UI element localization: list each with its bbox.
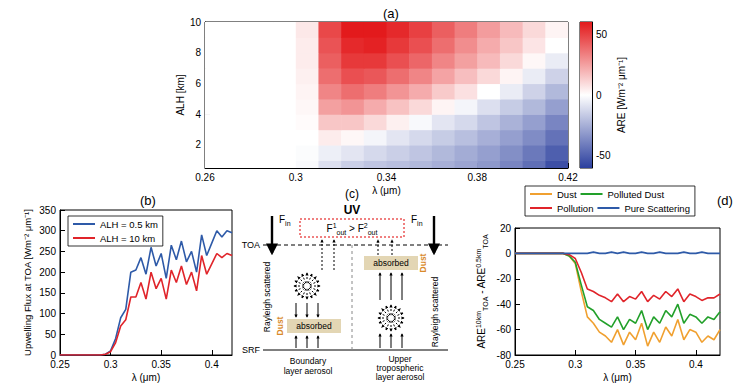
svg-text:100: 100: [39, 308, 56, 319]
svg-text:0: 0: [596, 90, 602, 101]
svg-text:λ (μm): λ (μm): [603, 372, 632, 383]
svg-text:0.38: 0.38: [468, 172, 488, 183]
svg-text:TOA: TOA: [242, 240, 260, 250]
svg-text:Rayleigh scattered: Rayleigh scattered: [262, 262, 272, 333]
svg-text:ARE10kmTOA - ARE0.5kmTOA: ARE10kmTOA - ARE0.5kmTOA: [475, 234, 489, 349]
svg-text:(c): (c): [345, 187, 359, 201]
svg-text:0.35: 0.35: [151, 359, 171, 370]
svg-text:layer aerosol: layer aerosol: [284, 366, 333, 376]
svg-text:0.35: 0.35: [626, 359, 646, 370]
svg-text:-60: -60: [497, 324, 512, 335]
svg-text:-80: -80: [496, 349, 511, 361]
svg-text:ALH [km]: ALH [km]: [175, 74, 186, 115]
svg-text:Dust: Dust: [275, 316, 285, 335]
svg-text:Dust: Dust: [418, 253, 428, 272]
svg-text:0.25: 0.25: [505, 359, 525, 370]
svg-text:layer aerosol: layer aerosol: [376, 372, 425, 382]
svg-text:Rayleigh scattered: Rayleigh scattered: [430, 277, 440, 348]
svg-text:200: 200: [39, 267, 56, 278]
svg-text:0.3: 0.3: [104, 359, 118, 370]
svg-text:ARE [Wm⁻² μm⁻¹]: ARE [Wm⁻² μm⁻¹]: [616, 57, 627, 133]
svg-text:Fin: Fin: [411, 214, 423, 227]
svg-text:SRF: SRF: [242, 345, 261, 355]
svg-text:-40: -40: [497, 299, 512, 310]
svg-text:0.26: 0.26: [195, 172, 215, 183]
svg-text:0.4: 0.4: [205, 359, 219, 370]
svg-text:λ (μm): λ (μm): [132, 372, 161, 383]
svg-text:-50: -50: [596, 150, 611, 161]
svg-text:6: 6: [195, 78, 201, 89]
svg-text:Upper: Upper: [388, 354, 411, 364]
svg-text:Dust: Dust: [557, 189, 577, 200]
svg-text:20: 20: [500, 223, 512, 234]
svg-text:Pollution: Pollution: [557, 203, 593, 214]
svg-text:absorbed: absorbed: [296, 321, 332, 331]
svg-text:300: 300: [39, 225, 56, 236]
svg-text:10: 10: [190, 17, 202, 28]
svg-text:absorbed: absorbed: [373, 258, 409, 268]
svg-text:ALH = 0.5 km: ALH = 0.5 km: [100, 219, 158, 230]
svg-text:-20: -20: [497, 273, 512, 284]
svg-text:F1out > F2out: F1out > F2out: [327, 222, 378, 236]
svg-text:λ (μm): λ (μm): [372, 185, 401, 196]
svg-text:Boundary: Boundary: [290, 356, 327, 366]
svg-text:UV: UV: [344, 203, 361, 217]
svg-text:Upwelling Flux at TOA [Wm⁻² μm: Upwelling Flux at TOA [Wm⁻² μm⁻¹]: [22, 209, 33, 356]
svg-text:(b): (b): [140, 193, 156, 208]
svg-text:0: 0: [505, 248, 511, 259]
svg-text:150: 150: [39, 287, 56, 298]
svg-text:0.3: 0.3: [289, 172, 303, 183]
svg-text:0.3: 0.3: [568, 359, 582, 370]
svg-text:0.42: 0.42: [558, 172, 578, 183]
svg-text:(a): (a): [383, 6, 399, 21]
svg-text:ALH = 10 km: ALH = 10 km: [100, 233, 155, 244]
svg-text:Pure Scattering: Pure Scattering: [624, 203, 689, 214]
svg-text:tropospheric: tropospheric: [377, 363, 425, 373]
svg-text:50: 50: [596, 29, 608, 40]
svg-text:4: 4: [195, 109, 201, 120]
svg-text:Polluted Dust: Polluted Dust: [608, 189, 665, 200]
svg-text:8: 8: [195, 47, 201, 58]
svg-text:250: 250: [39, 246, 56, 257]
svg-text:50: 50: [45, 329, 57, 340]
svg-text:350: 350: [39, 205, 56, 216]
svg-text:0.34: 0.34: [377, 172, 397, 183]
svg-text:Fin: Fin: [279, 214, 291, 227]
svg-text:0.4: 0.4: [689, 359, 703, 370]
svg-text:0: 0: [50, 349, 56, 361]
svg-text:(d): (d): [717, 193, 733, 208]
svg-text:2: 2: [195, 139, 201, 150]
svg-text:0.25: 0.25: [50, 359, 70, 370]
